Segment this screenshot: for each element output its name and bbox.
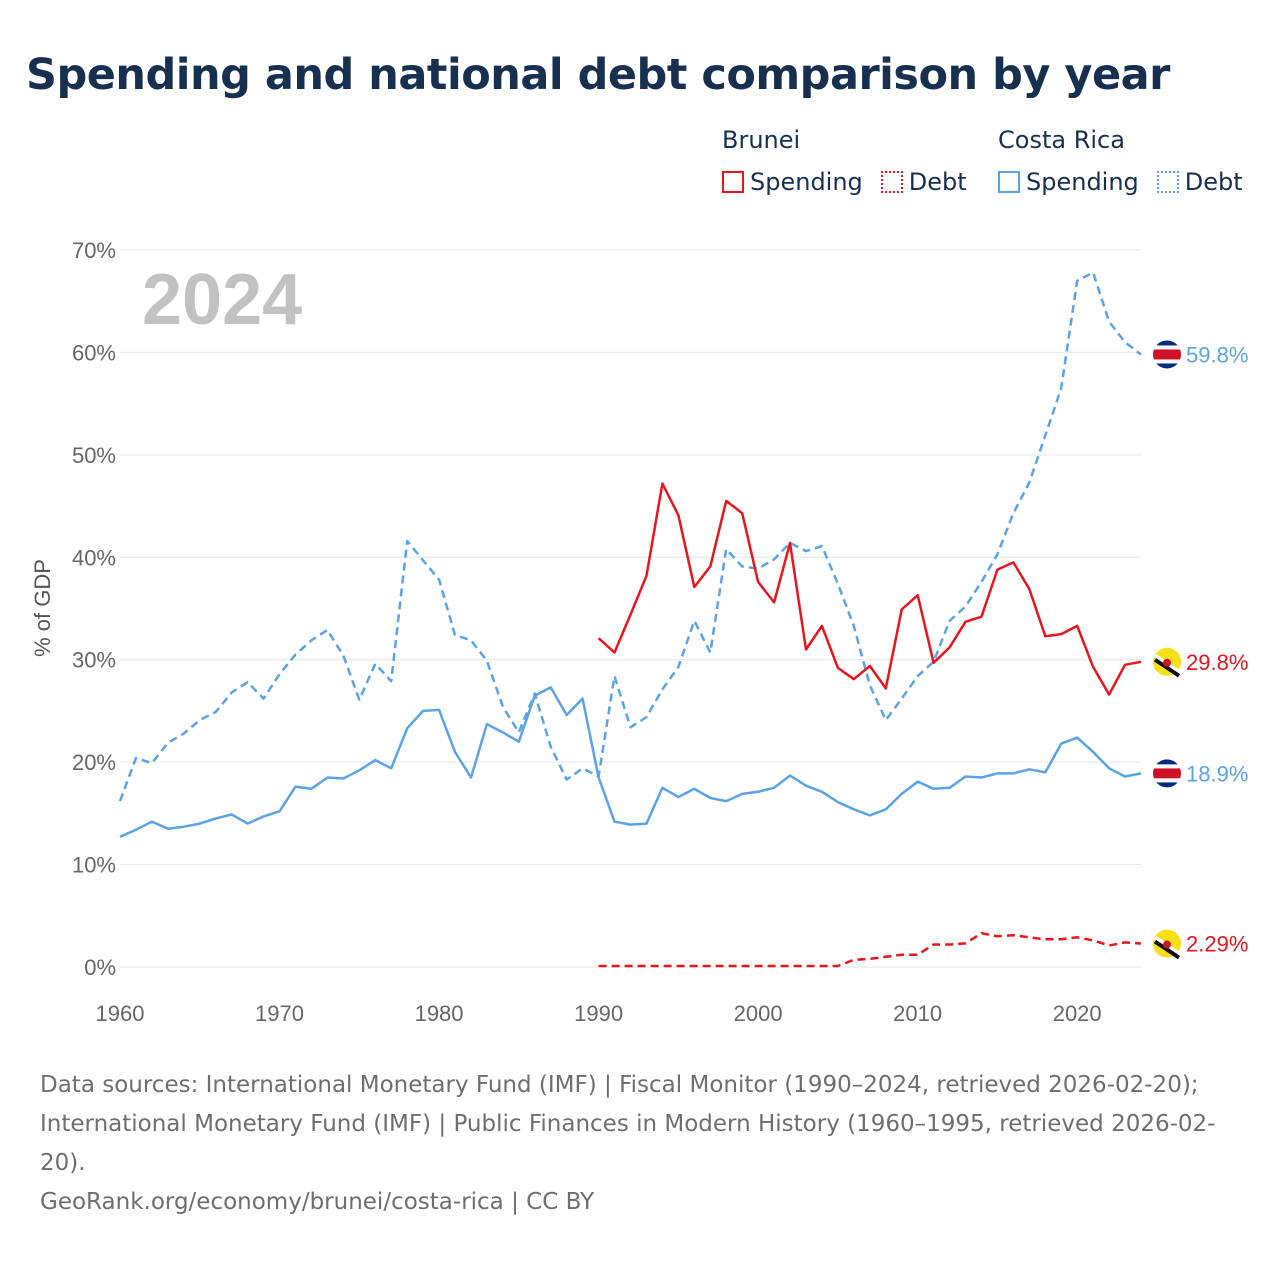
x-tick-label: 2010 [893, 1001, 942, 1026]
x-tick-label: 2000 [734, 1001, 783, 1026]
end-value-label: 18.9% [1186, 761, 1248, 786]
y-tick-label: 50% [72, 443, 116, 468]
year-watermark: 2024 [142, 260, 302, 340]
y-axis-label: % of GDP [30, 559, 55, 657]
legend-label: Debt [1184, 168, 1243, 196]
legend-label: Spending [750, 168, 863, 196]
series-line-costa-rica-spending [119, 686, 1142, 839]
credit-link[interactable]: GeoRank.org/economy/brunei/costa-rica | … [40, 1189, 595, 1215]
legend-group-costa-rica: Costa Rica Spending Debt [998, 124, 1243, 196]
y-tick-label: 30% [72, 648, 116, 673]
y-tick-label: 0% [84, 955, 116, 980]
x-tick-label: 1990 [574, 1001, 623, 1026]
series-line-costa-rica-debt [118, 271, 1142, 802]
end-value-label: 59.8% [1186, 342, 1248, 367]
legend-swatch-solid [722, 171, 744, 193]
legend-brunei-spending[interactable]: Spending [722, 168, 863, 196]
legend-brunei-debt[interactable]: Debt [880, 168, 967, 196]
legend-country-brunei: Brunei [722, 126, 801, 154]
footer: Data sources: International Monetary Fun… [40, 1066, 1240, 1222]
x-tick-label: 1960 [96, 1001, 145, 1026]
y-tick-label: 10% [72, 853, 116, 878]
legend-costa-rica-debt[interactable]: Debt [1156, 168, 1243, 196]
x-tick-label: 1970 [255, 1001, 304, 1026]
data-sources: Data sources: International Monetary Fun… [40, 1072, 1216, 1176]
legend-label: Debt [908, 168, 967, 196]
y-tick-label: 20% [72, 750, 116, 775]
y-tick-label: 60% [72, 340, 116, 365]
legend-label: Spending [1026, 168, 1139, 196]
flag-costa-rica-icon [1153, 759, 1181, 788]
legend-swatch-solid [998, 171, 1020, 193]
legend-swatch-dotted [1156, 171, 1179, 193]
legend-swatch-dotted [880, 171, 903, 193]
line-chart: 0% 10% 20% 30% 40% 50% 60% 70% 1960 1970 1980 1990 2… [30, 238, 1248, 1026]
end-value-label: 2.29% [1186, 932, 1248, 957]
chart-title: Spending and national debt comparison by… [26, 50, 1170, 100]
x-tick-label: 1980 [415, 1001, 464, 1026]
legend-group-brunei: Brunei Spending Debt [722, 124, 967, 196]
x-tick-label: 2020 [1053, 1001, 1102, 1026]
y-tick-label: 40% [72, 545, 116, 570]
series-line-brunei-debt [598, 931, 1142, 968]
flag-brunei-icon [1153, 647, 1181, 678]
flag-costa-rica-icon [1153, 340, 1181, 369]
legend-costa-rica-spending[interactable]: Spending [998, 168, 1139, 196]
flag-brunei-icon [1153, 929, 1181, 960]
y-tick-label: 70% [72, 238, 116, 263]
series-line-brunei-spending [597, 482, 1142, 696]
end-value-label: 29.8% [1186, 650, 1248, 675]
legend-country-costa-rica: Costa Rica [998, 126, 1125, 154]
